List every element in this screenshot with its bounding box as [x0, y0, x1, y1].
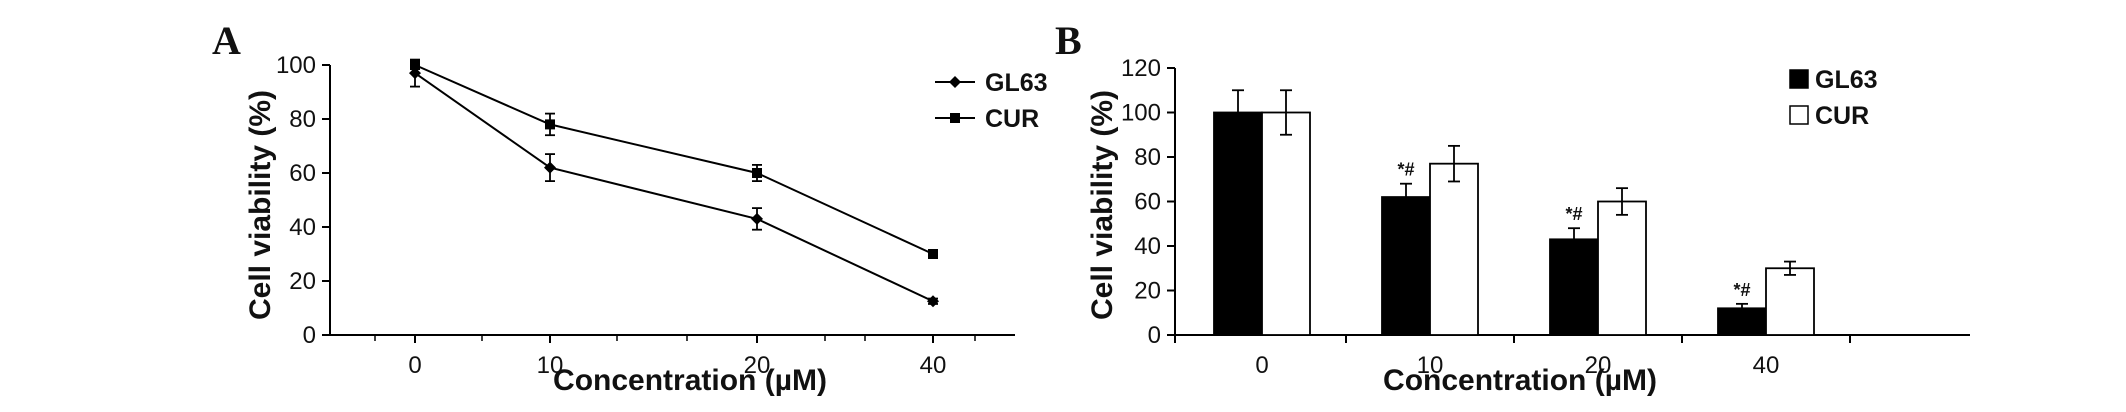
data-point-gl63	[544, 161, 556, 174]
panel-a-label: A	[212, 18, 241, 63]
data-point-gl63	[409, 67, 421, 80]
y-tick-label: 20	[1134, 278, 1161, 305]
x-tick-label: 40	[920, 352, 947, 379]
legend-marker-gl63	[949, 76, 961, 88]
y-tick-label: 80	[1134, 144, 1161, 171]
panel-a-legend: GL63 CUR	[935, 69, 1048, 133]
bar-cur	[1429, 162, 1479, 336]
series-line-cur	[414, 64, 934, 255]
x-tick-label: 10	[1417, 352, 1444, 379]
y-tick-label: 120	[1121, 55, 1161, 82]
data-point-cur	[545, 119, 555, 130]
y-tick-label: 80	[289, 106, 316, 133]
legend-label-gl63: GL63	[1815, 66, 1878, 94]
panel-b-x-ticks: 0 10 20 40	[1174, 335, 1851, 379]
y-tick-label: 60	[1134, 189, 1161, 216]
panel-b-bars	[1213, 89, 1815, 336]
panel-a-axes	[329, 65, 1015, 341]
y-tick-label: 40	[289, 214, 316, 241]
panel-a: A Cell viability (%) Concentration (µM) …	[212, 18, 1048, 397]
x-tick-label: 0	[408, 352, 421, 379]
x-tick-label: 10	[537, 352, 564, 379]
panel-a-x-axis-title: Concentration (µM)	[553, 364, 827, 397]
x-tick-label: 20	[744, 352, 771, 379]
legend-swatch-cur	[1789, 105, 1809, 125]
panel-a-series	[409, 58, 939, 308]
y-tick-label: 100	[1121, 100, 1161, 127]
data-point-gl63	[927, 295, 939, 308]
bar-gl63	[1213, 111, 1263, 336]
panel-b: B Cell viability (%) Concentration (µM) …	[1055, 18, 1970, 397]
series-line-gl63	[414, 72, 934, 303]
y-tick-label: 0	[303, 322, 316, 349]
data-point-gl63	[751, 212, 763, 225]
panel-a-y-axis-title: Cell viability (%)	[244, 90, 277, 320]
bar-cur	[1261, 111, 1311, 336]
legend-swatch-gl63	[1789, 69, 1809, 89]
panel-a-x-ticks: 0 10 20 40	[408, 335, 946, 379]
significance-annotation: *#	[1397, 160, 1414, 180]
panel-b-annotations: *# *# *#	[1397, 160, 1750, 300]
significance-annotation: *#	[1565, 204, 1582, 224]
bar-cur	[1765, 267, 1815, 336]
y-tick-label: 40	[1134, 233, 1161, 260]
legend-label-cur: CUR	[985, 105, 1039, 133]
y-tick-label: 100	[276, 52, 316, 79]
x-tick-label: 0	[1255, 352, 1268, 379]
panel-a-y-ticks: 0 20 40 60 80 100	[276, 52, 330, 349]
x-tick-label: 40	[1753, 352, 1780, 379]
y-tick-label: 0	[1148, 322, 1161, 349]
bar-cur	[1597, 200, 1647, 336]
bar-gl63	[1381, 196, 1431, 336]
legend-label-cur: CUR	[1815, 102, 1869, 130]
panel-b-legend: GL63 CUR	[1789, 66, 1878, 130]
panel-b-x-axis-title: Concentration (µM)	[1383, 364, 1657, 397]
x-tick-label: 20	[1585, 352, 1612, 379]
data-point-cur	[410, 60, 420, 70]
data-point-cur	[928, 249, 938, 259]
panel-b-y-ticks: 0 20 40 60 80 100 120	[1121, 55, 1175, 349]
panel-b-y-axis-title: Cell viability (%)	[1086, 90, 1119, 320]
panel-b-label: B	[1055, 18, 1082, 63]
y-tick-label: 20	[289, 268, 316, 295]
legend-marker-cur	[950, 113, 960, 123]
significance-annotation: *#	[1733, 280, 1750, 300]
legend-label-gl63: GL63	[985, 69, 1048, 97]
bar-gl63	[1549, 238, 1599, 336]
data-point-cur	[752, 168, 762, 178]
y-tick-label: 60	[289, 160, 316, 187]
